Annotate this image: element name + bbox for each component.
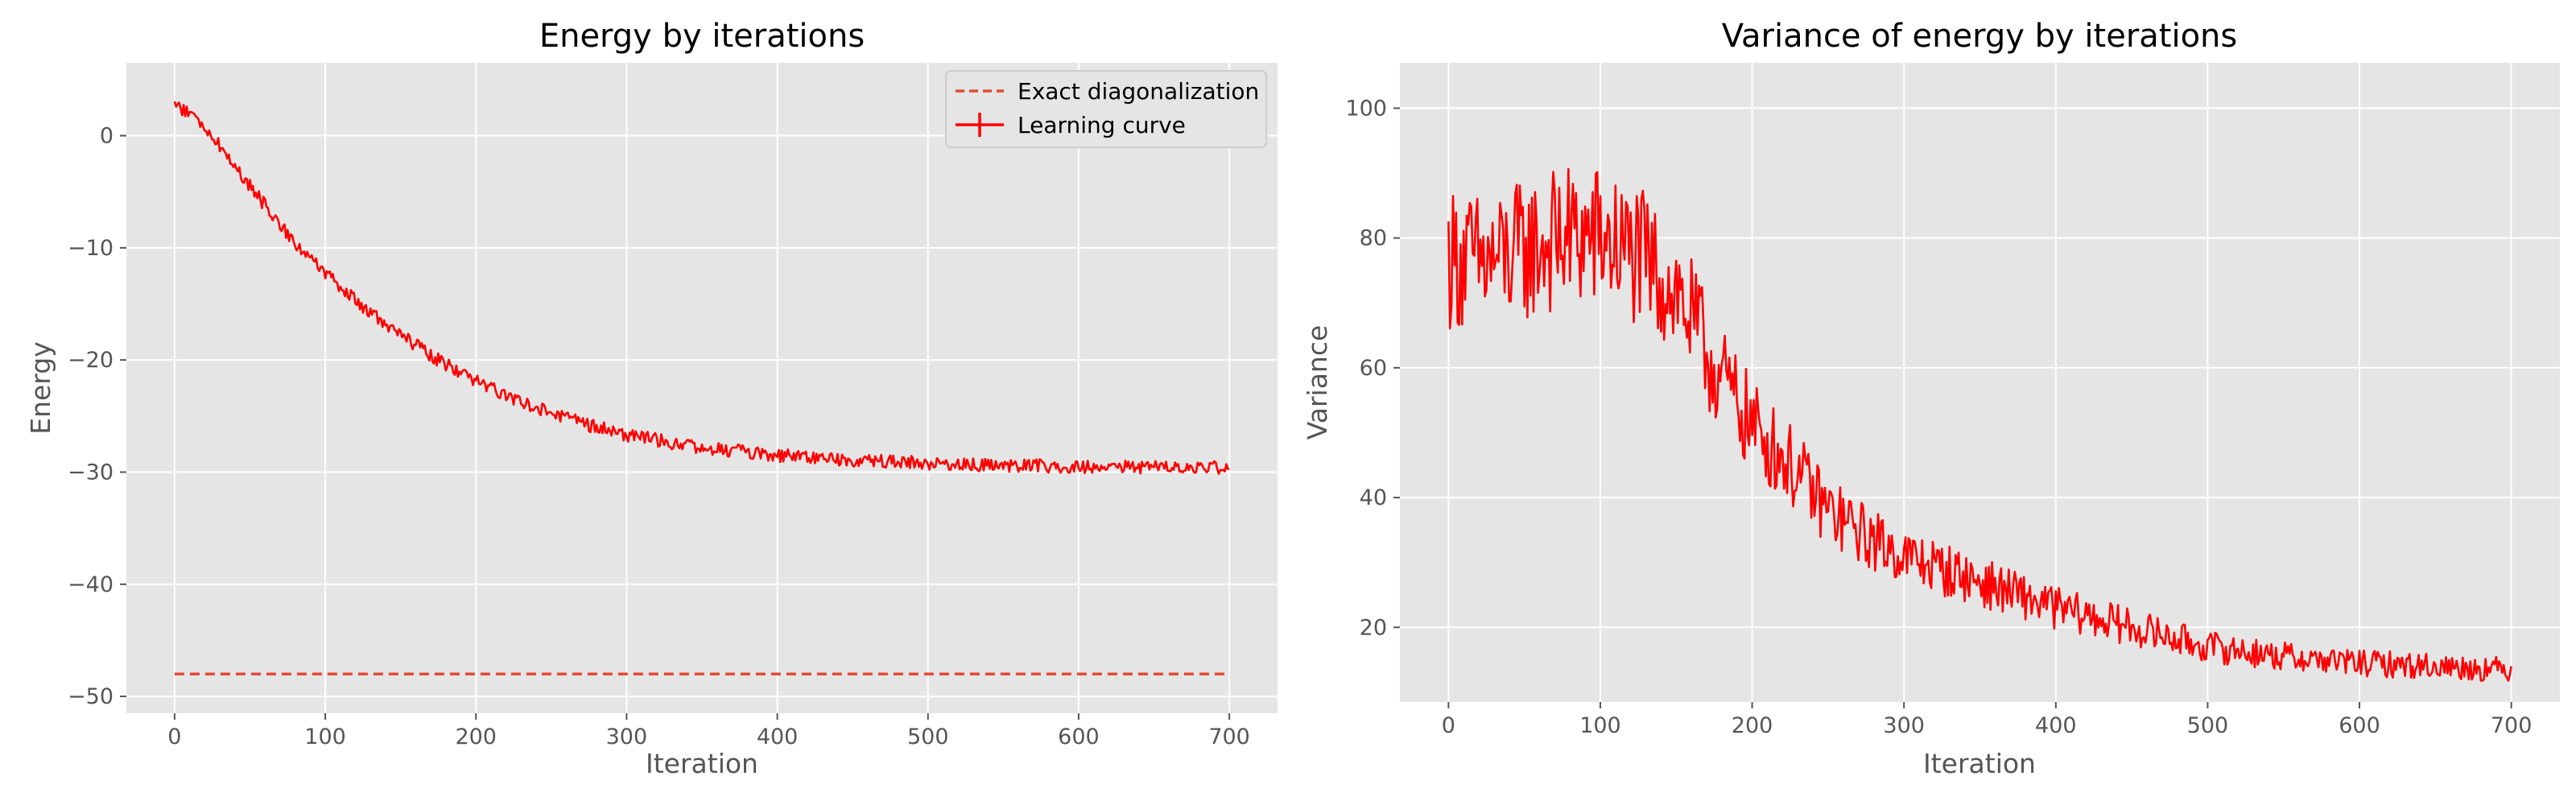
- variance-x-tick-label: 700: [2491, 713, 2533, 738]
- variance-series-layer: [1447, 167, 2512, 682]
- energy-y-tick-label: −30: [68, 460, 114, 485]
- energy-series-layer: [173, 101, 1230, 675]
- energy-y-ticks: 0 −10 −20 −30 −40 −50: [68, 124, 126, 709]
- energy-y-tick-label: −50: [68, 684, 114, 709]
- variance-x-tick-label: 0: [1442, 713, 1455, 738]
- variance-x-tick-label: 200: [1732, 713, 1773, 738]
- energy-x-tick-label: 300: [606, 724, 648, 749]
- variance-x-tick-label: 400: [2035, 713, 2077, 738]
- variance-x-ticks: 0 100 200 300 400 500 600 700: [1442, 702, 2533, 738]
- series-line-variance: [1447, 167, 2512, 682]
- variance-x-tick-label: 500: [2187, 713, 2229, 738]
- variance-chart: 0 100 200 300 400 500 600 700 20 40 60 80 100 Varia…: [1302, 18, 2560, 779]
- variance-x-tick-label: 100: [1579, 713, 1621, 738]
- variance-x-tick-label: 600: [2339, 713, 2380, 738]
- legend-label-exact-diagonalization: Exact diagonalization: [1018, 78, 1259, 105]
- energy-x-tick-label: 0: [167, 724, 181, 749]
- energy-x-tick-label: 500: [907, 724, 949, 749]
- energy-grid: [126, 63, 1278, 713]
- variance-y-tick-label: 20: [1360, 615, 1387, 640]
- legend-label-learning-curve: Learning curve: [1018, 112, 1186, 138]
- energy-y-tick-label: −20: [68, 348, 114, 373]
- energy-x-tick-label: 200: [455, 724, 497, 749]
- energy-chart-title: Energy by iterations: [539, 18, 865, 55]
- variance-x-axis-label: Iteration: [1923, 748, 2036, 779]
- energy-y-tick-label: −40: [68, 572, 114, 597]
- energy-x-tick-label: 100: [304, 724, 346, 749]
- variance-chart-title: Variance of energy by iterations: [1722, 18, 2237, 55]
- variance-x-tick-label: 300: [1883, 713, 1925, 738]
- energy-x-tick-label: 400: [757, 724, 799, 749]
- energy-x-ticks: 0 100 200 300 400 500 600 700: [167, 713, 1250, 749]
- series-line-learning-curve: [173, 101, 1230, 475]
- energy-x-axis-label: Iteration: [646, 748, 758, 779]
- variance-y-ticks: 20 40 60 80 100: [1345, 96, 1400, 640]
- energy-y-tick-label: 0: [100, 124, 114, 149]
- energy-chart: 0 100 200 300 400 500 600 700 0−10−20−30−40−50 …: [25, 18, 1278, 779]
- variance-y-tick-label: 100: [1345, 96, 1387, 121]
- energy-plot-background: [126, 63, 1278, 713]
- energy-x-tick-label: 700: [1208, 724, 1250, 749]
- variance-y-axis-label: Variance: [1302, 325, 1333, 440]
- energy-y-axis-label: Energy: [25, 341, 56, 435]
- variance-grid: [1400, 63, 2560, 702]
- variance-y-tick-label: 40: [1360, 485, 1387, 510]
- variance-y-tick-label: 60: [1360, 356, 1387, 381]
- energy-x-tick-label: 600: [1058, 724, 1100, 749]
- variance-y-tick-label: 80: [1360, 226, 1387, 251]
- energy-y-tick-label: −10: [68, 236, 114, 261]
- energy-legend: Exact diagonalization Learning curve: [945, 70, 1267, 148]
- legend-box: [945, 70, 1267, 148]
- variance-plot-background: [1400, 63, 2560, 702]
